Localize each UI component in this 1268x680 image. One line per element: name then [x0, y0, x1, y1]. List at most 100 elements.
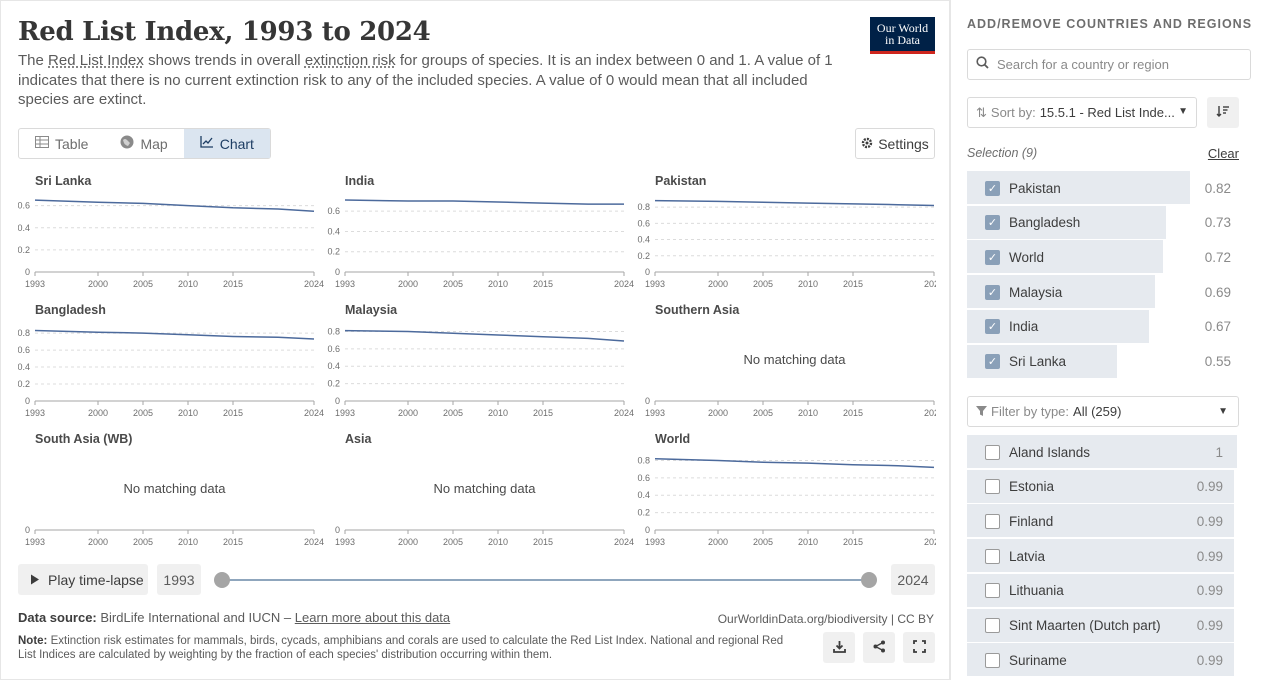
selected-entity-row[interactable]: ✓ Sri Lanka 0.55 [967, 344, 1239, 379]
y-tick-label: 0.4 [637, 490, 650, 500]
row-divider [967, 204, 1239, 205]
selected-entity-row[interactable]: ✓ India 0.67 [967, 309, 1239, 344]
entity-row[interactable]: Suriname 0.99 [967, 643, 1239, 678]
y-tick-label: 0.2 [327, 379, 340, 389]
search-box[interactable] [967, 49, 1251, 80]
y-tick-label: 0.6 [327, 344, 340, 354]
entity-row[interactable]: Aland Islands 1 [967, 435, 1239, 469]
search-input[interactable] [997, 57, 1237, 72]
filter-dropdown[interactable]: Filter by type: All (259) ▼ [967, 396, 1239, 427]
subtitle-text: for groups of species. It is an index be… [18, 52, 833, 108]
y-tick-label: 0 [645, 525, 650, 535]
checkbox[interactable]: ✓ [985, 319, 1000, 335]
tab-label: Table [55, 135, 89, 152]
x-tick-label: 2015 [533, 537, 553, 547]
download-button[interactable] [823, 632, 855, 663]
checkbox[interactable] [985, 618, 1000, 633]
value-bar [967, 469, 1235, 504]
checkbox[interactable] [985, 548, 1000, 564]
selection-header: Selection (9) Clear [967, 146, 1239, 161]
y-tick-label: 0.6 [327, 206, 340, 216]
checkbox[interactable] [985, 652, 1000, 668]
entity-row[interactable]: Sint Maarten (Dutch part) 0.99 [967, 608, 1239, 643]
data-source: Data source: BirdLife International and … [18, 610, 450, 625]
chart-panel: World 1993 2000 2005 2010 2015 2024 0 0.2 0.4 0.6 0… [637, 432, 936, 547]
entity-row[interactable]: Finland 0.99 [967, 504, 1239, 539]
checkbox[interactable] [985, 513, 1000, 529]
selected-entity-row[interactable]: ✓ Malaysia 0.69 [967, 275, 1239, 310]
entity-row[interactable]: Lithuania 0.99 [967, 573, 1239, 608]
panel-title: India [345, 174, 375, 188]
tab-table[interactable]: Table [19, 129, 104, 158]
panel-title: Sri Lanka [35, 174, 92, 188]
entity-value: 0.55 [1204, 354, 1231, 369]
checkbox[interactable]: ✓ [985, 180, 1000, 196]
entity-name: Estonia [1009, 479, 1055, 495]
license-link[interactable]: OurWorldinData.org/biodiversity | CC BY [717, 612, 934, 626]
entity-value: 0.69 [1204, 284, 1231, 300]
timeline-track[interactable] [222, 579, 869, 581]
table-icon [35, 136, 49, 151]
checkbox[interactable] [985, 583, 1000, 599]
entity-name: Latvia [1009, 548, 1046, 564]
chart-panel: Bangladesh 1993 2000 2005 2010 2015 2024 0 0.2 0.… [18, 303, 324, 418]
value-bar [967, 573, 1235, 608]
selected-entity-row[interactable]: ✓ Bangladesh 0.73 [967, 205, 1239, 240]
tab-label: Map [140, 135, 168, 152]
selected-entity-row[interactable]: ✓ Pakistan 0.82 [967, 171, 1239, 205]
extinction-risk-link[interactable]: extinction risk [304, 52, 396, 69]
y-tick-label: 0 [645, 396, 650, 406]
checkbox[interactable]: ✓ [985, 249, 1000, 265]
learn-more-link[interactable]: Learn more about this data [294, 610, 451, 625]
chart-panel: Malaysia 1993 2000 2005 2010 2015 2024 0 0.2 0.4 0… [327, 303, 634, 418]
entity-value: 0.99 [1196, 618, 1223, 633]
checkbox[interactable] [985, 444, 1000, 460]
checkbox[interactable]: ✓ [985, 215, 1000, 231]
share-button[interactable] [863, 632, 895, 663]
panel-title: Southern Asia [655, 303, 740, 317]
checkbox[interactable] [985, 479, 1000, 495]
x-tick-label: 1993 [335, 537, 355, 547]
x-tick-label: 1993 [645, 408, 665, 418]
panel-title: Pakistan [655, 174, 706, 188]
x-tick-label: 1993 [335, 408, 355, 418]
subtitle: The Red List Index shows trends in overa… [18, 51, 838, 110]
sort-order-button[interactable] [1207, 97, 1239, 128]
x-tick-label: 2000 [88, 279, 108, 289]
owid-logo[interactable]: Our World in Data [870, 17, 935, 54]
x-tick-label: 2024 [304, 408, 324, 418]
chart-panel: Sri Lanka 1993 2000 2005 2010 2015 2024 0 0.2 0.4… [18, 174, 324, 289]
entity-row[interactable]: Latvia 0.99 [967, 539, 1239, 574]
sort-dropdown[interactable]: ⇅ Sort by: 15.5.1 - Red List Inde... ▼ [967, 97, 1197, 128]
entity-name: Lithuania [1009, 583, 1064, 599]
entity-row[interactable]: Estonia 0.99 [967, 469, 1239, 504]
x-tick-label: 2000 [708, 279, 728, 289]
x-tick-label: 2015 [533, 279, 553, 289]
red-list-index-link[interactable]: Red List Index [48, 52, 144, 69]
series-line [34, 199, 315, 212]
x-tick-label: 2015 [223, 408, 243, 418]
checkbox[interactable]: ✓ [985, 284, 1000, 300]
subtitle-text: shows trends in overall [143, 52, 305, 69]
chart-panel: South Asia (WB) 1993 2000 2005 2010 2015 2024 0… [25, 432, 324, 547]
x-tick-label: 2005 [443, 279, 463, 289]
tab-map[interactable]: Map [104, 129, 183, 158]
page-title: Red List Index, 1993 to 2024 [18, 17, 431, 47]
settings-button[interactable]: Settings [855, 128, 935, 159]
play-timelapse-button[interactable]: Play time-lapse [18, 564, 148, 595]
fullscreen-button[interactable] [903, 632, 935, 663]
selected-entity-row[interactable]: ✓ World 0.72 [967, 240, 1239, 275]
panel-title: Asia [345, 432, 372, 446]
entity-name: Bangladesh [1009, 215, 1081, 231]
series-line [344, 199, 624, 205]
filter-label: Filter by type: [991, 404, 1070, 419]
checkbox[interactable]: ✓ [985, 354, 1000, 369]
x-tick-label: 2015 [843, 408, 863, 418]
x-tick-label: 2005 [133, 537, 153, 547]
x-tick-label: 2005 [443, 408, 463, 418]
end-year-handle[interactable] [861, 572, 877, 588]
tab-chart[interactable]: Chart [183, 129, 270, 158]
search-icon [976, 55, 989, 74]
start-year-handle[interactable] [214, 572, 230, 588]
clear-button[interactable]: Clear [1207, 146, 1239, 161]
